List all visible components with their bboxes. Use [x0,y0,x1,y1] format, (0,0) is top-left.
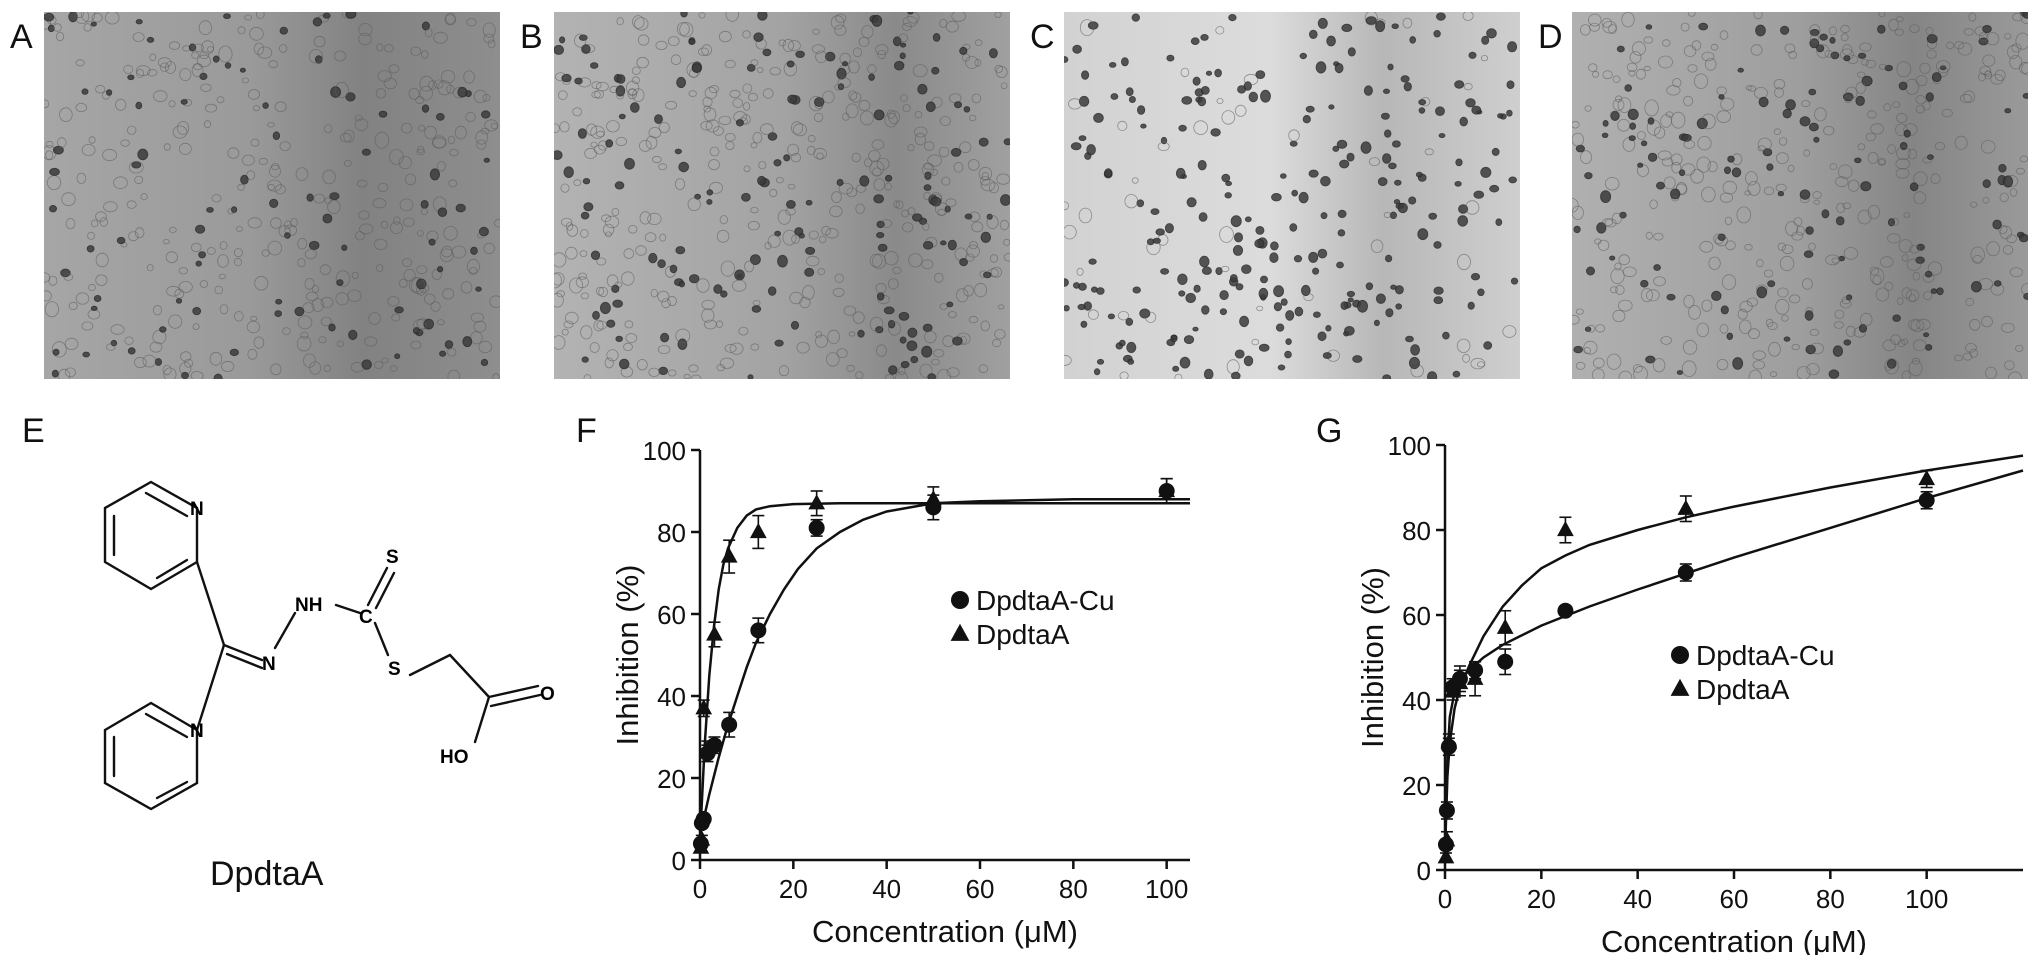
legend-label-dpdtaa-cu: DpdtaA-Cu [976,585,1115,616]
y-tick-label: 60 [657,600,686,630]
x-tick-label: 40 [1623,884,1652,914]
x-axis-label: Concentration (μM) [1601,924,1867,955]
data-point-dpdtaa-cu [1497,653,1514,670]
panel-letter-e: E [22,412,45,450]
x-tick-label: 0 [693,874,707,904]
x-tick-label: 100 [1145,874,1188,904]
micrograph-c-image [1064,12,1520,379]
chemical-structure: N N N NH C S S O HO [103,480,555,811]
y-tick-label: 20 [657,764,686,794]
data-point-dpdtaa [1444,682,1462,698]
y-tick-label: 100 [643,436,686,466]
data-point-dpdtaa-cu [1438,802,1455,819]
panel-letter-g: G [1316,412,1343,450]
data-point-dpdtaa [1557,520,1574,537]
data-point-dpdtaa [699,740,716,756]
data-point-dpdtaa [924,490,942,506]
fit-curve-dpdtaa-cu [698,497,1190,836]
x-tick-label: 60 [1720,884,1749,914]
panel-letter-a: A [10,18,33,56]
atom-n-top: N [190,499,204,520]
fit-curve-dpdtaa [1443,454,2024,854]
data-point-dpdtaa [692,838,710,854]
micrograph-d [1572,12,2028,379]
data-point-dpdtaa [695,699,713,715]
data-point-dpdtaa [1451,673,1469,690]
data-point-dpdtaa-cu [808,519,825,536]
y-tick-label: 60 [1402,601,1431,631]
data-point-dpdtaa [808,494,826,510]
legend-marker-dpdtaa [1670,678,1690,696]
x-tick-label: 20 [779,874,808,904]
y-axis-label: Inhibition (%) [610,565,645,746]
atom-o-carbonyl: O [540,684,555,705]
atom-c-center: C [359,607,373,628]
data-point-dpdtaa [1158,481,1176,498]
legend-label-dpdtaa-cu: DpdtaA-Cu [1696,640,1835,671]
data-point-dpdtaa-cu [1918,492,1935,509]
micrograph-a-image [44,12,500,379]
data-point-dpdtaa-cu [721,716,738,733]
data-point-dpdtaa [693,830,711,846]
atom-n-imine: N [262,654,276,675]
y-tick-label: 0 [672,846,686,876]
atom-ho: HO [440,747,469,768]
structure-name: DpdtaA [210,855,324,893]
atom-s-thioether: S [388,659,401,680]
atom-n-bottom: N [190,721,204,742]
fit-curve-dpdtaa [698,502,1190,840]
data-point-dpdtaa-cu [750,622,767,639]
micrograph-d-image [1572,12,2028,379]
data-point-dpdtaa [720,547,738,563]
data-point-dpdtaa [1918,469,1936,486]
data-point-dpdtaa [1466,669,1484,685]
x-tick-label: 80 [1816,884,1845,914]
y-tick-label: 20 [1402,771,1431,801]
panel-letter-f: F [576,412,597,450]
legend-marker-dpdtaa [950,623,970,641]
data-point-dpdtaa [1438,831,1456,847]
x-tick-label: 60 [966,874,995,904]
x-tick-label: 40 [872,874,901,904]
data-point-dpdtaa-cu [1557,602,1574,619]
data-point-dpdtaa-cu [695,811,712,827]
y-tick-label: 40 [657,682,686,712]
micrograph-c [1064,12,1520,379]
data-point-dpdtaa [1440,733,1458,749]
y-tick-label: 40 [1402,686,1431,716]
legend-marker-dpdtaa-cu [1671,646,1689,664]
x-tick-label: 20 [1527,884,1556,914]
x-tick-label: 100 [1905,884,1948,914]
data-point-dpdtaa [1437,848,1455,864]
data-point-dpdtaa [706,625,723,641]
chart-f: 0 20 40 60 80 100 0 20 40 60 80 100 Concentration (μ… [610,436,1190,949]
legend-marker-dpdtaa-cu [951,591,969,609]
legend-label-dpdtaa: DpdtaA [1696,674,1790,705]
micrograph-b [554,12,1010,379]
x-tick-label: 0 [1438,884,1452,914]
panel-letter-c: C [1030,18,1055,56]
panel-letter-b: B [520,18,543,56]
micrograph-b-image [554,12,1010,379]
atom-nh: NH [295,595,322,616]
chart-g: 0 20 40 60 80 100 0 20 40 60 80 100 Concentration (μ… [1355,431,2024,955]
data-point-dpdtaa-cu [1677,564,1694,581]
x-axis-label: Concentration (μM) [812,914,1078,949]
micrograph-a [44,12,500,379]
y-tick-label: 80 [657,518,686,548]
x-tick-label: 80 [1059,874,1088,904]
data-point-dpdtaa [1496,618,1514,634]
y-tick-label: 100 [1388,431,1431,461]
y-axis-label: Inhibition (%) [1355,567,1390,748]
legend-label-dpdtaa: DpdtaA [976,619,1070,650]
atom-s-thione: S [386,547,399,568]
y-tick-label: 0 [1417,856,1431,886]
y-tick-label: 80 [1402,516,1431,546]
panel-letter-d: D [1538,18,1563,56]
data-point-dpdtaa [1677,499,1695,515]
data-point-dpdtaa [749,522,767,539]
